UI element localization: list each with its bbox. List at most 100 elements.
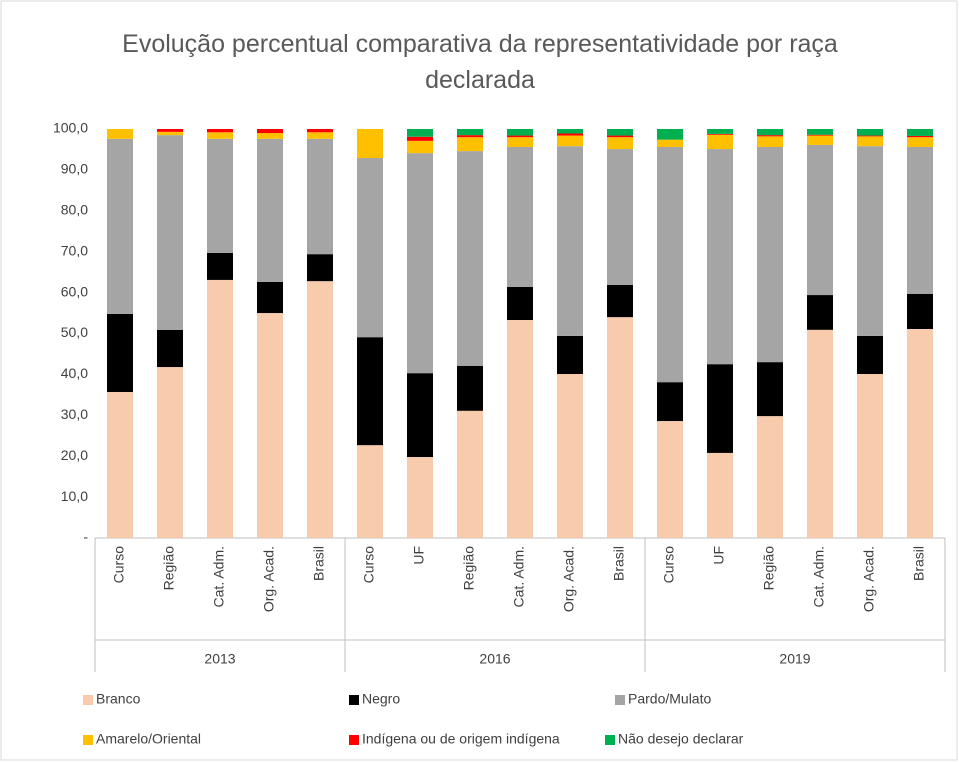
y-tick-label: 30,0 [61,406,88,422]
legend-label: Amarelo/Oriental [96,731,201,747]
x-tick-label: Região [461,546,477,591]
y-tick-label: 10,0 [61,488,88,504]
bar-segment [607,137,633,150]
legend-swatch [605,735,615,745]
bar-segment [707,129,733,134]
bar-segment [457,151,483,366]
bar-segment [807,135,833,145]
bar-segment [457,137,483,152]
bar-segment [907,146,933,294]
bar-segment [857,335,883,374]
bar-segment [907,135,933,138]
bar-segment [357,445,383,538]
bar-segment [757,136,783,147]
y-tick-label: 20,0 [61,447,88,463]
group-label: 2019 [779,651,810,667]
bar-segment [757,129,783,136]
bar-segment [507,137,533,147]
bar-segment [507,146,533,287]
bar-segment [457,129,483,136]
bar-segment [707,149,733,365]
bar-segment [157,135,183,330]
bar-segment [557,146,583,336]
bar-segment [807,329,833,538]
bar-segment [707,364,733,453]
x-tick-label: Brasil [911,546,927,581]
x-tick-label: Curso [661,546,677,584]
bar-segment [257,138,283,282]
group-label: 2016 [479,651,510,667]
bar-segment [407,129,433,137]
bar-segment [307,132,333,139]
bar-segment [757,416,783,538]
bar-segment [257,129,283,134]
bar-segment [607,135,633,138]
bar-segment [657,421,683,538]
legend-label: Branco [96,691,141,707]
y-tick-label: 100,0 [53,120,88,136]
bar-segment [557,129,583,134]
bar-segment [457,135,483,138]
bar-segment [407,457,433,538]
x-tick-label: Org. Acad. [861,546,877,612]
bar-segment [857,146,883,336]
y-tick-label: - [83,529,88,545]
bar-segment [707,452,733,538]
y-tick-label: 90,0 [61,161,88,177]
legend-swatch [349,695,359,705]
bar-segment [307,129,333,133]
bar-segment [157,367,183,538]
bar-segment [257,313,283,538]
bar-segment [607,317,633,538]
y-tick-label: 80,0 [61,202,88,218]
bar-segment [557,373,583,538]
bar-segment [207,138,233,253]
x-tick-label: Org. Acad. [561,546,577,612]
x-tick-label: Brasil [311,546,327,581]
x-tick-label: Cat. Adm. [511,546,527,607]
bar-segment [707,133,733,135]
bar-segment [607,284,633,318]
bar-segment [257,281,283,314]
bar-segment [807,295,833,330]
bar-segment [757,135,783,137]
legend-label: Não desejo declarar [618,731,744,747]
x-tick-label: Org. Acad. [261,546,277,612]
bar-segment [907,329,933,538]
legend-label: Negro [362,691,400,707]
x-tick-label: UF [711,546,727,565]
bar-segment [807,134,833,136]
bar-segment [507,129,533,136]
bar-segment [757,146,783,363]
bar-segment [557,335,583,374]
bar-segment [357,129,383,159]
bar-segment [157,329,183,368]
bar-segment [207,132,233,139]
bar-segment [457,365,483,411]
y-tick-label: 60,0 [61,283,88,299]
bar-segment [107,391,133,538]
bar-segment [107,129,133,139]
bar-segment [507,320,533,538]
bar-segment [407,373,433,458]
bar-segment [257,133,283,139]
y-tick-label: 70,0 [61,242,88,258]
x-tick-label: Cat. Adm. [211,546,227,607]
legend-swatch [615,695,625,705]
legend-label: Pardo/Mulato [628,691,711,707]
bar-segment [307,254,333,282]
bar-segment [307,138,333,255]
legend-swatch [83,735,93,745]
legend-swatch [83,695,93,705]
chart-title: Evolução percentual comparativa da repre… [122,30,838,94]
group-label: 2013 [204,651,235,667]
bar-segment [907,129,933,136]
bar-segment [757,362,783,417]
bar-segment [107,138,133,314]
bar-segment [207,279,233,538]
bar-segment [407,136,433,141]
bar-segment [307,281,333,538]
bar-segment [507,135,533,138]
bar-segment [207,252,233,280]
bar-segment [857,136,883,147]
